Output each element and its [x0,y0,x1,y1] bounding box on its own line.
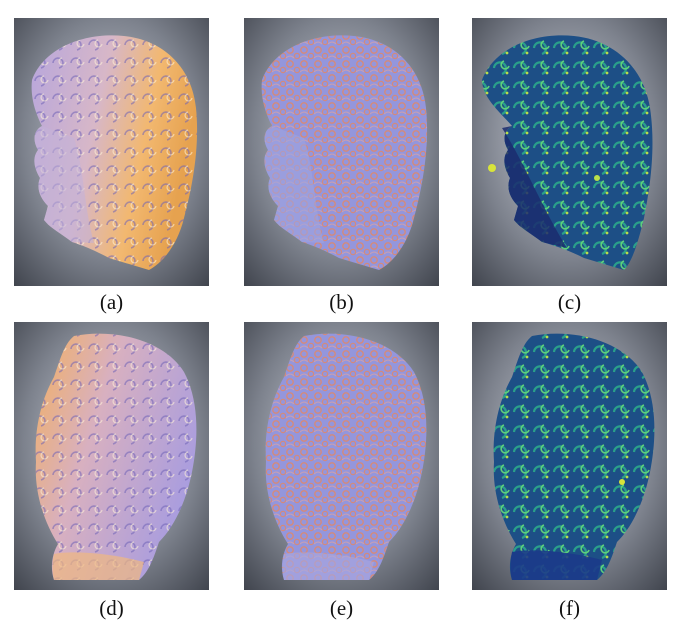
panel-d [14,322,209,590]
heat-map-side-image [472,18,667,286]
panel-b [244,18,439,286]
panel-f [472,322,667,590]
panel-a [14,18,209,286]
caption-f: (f) [559,596,580,620]
curvature-map-side-image [244,18,439,286]
caption-c: (c) [557,290,582,314]
heat-map-back-image [472,322,667,590]
panel-e [244,322,439,590]
caption-e: (e) [329,596,354,620]
curvature-map-back-image [244,322,439,590]
caption-d: (d) [99,596,124,620]
shaded-bust-back-image [14,322,209,590]
caption-b: (b) [329,290,354,314]
shaded-bust-side-image [14,18,209,286]
panel-c [472,18,667,286]
caption-a: (a) [99,290,124,314]
